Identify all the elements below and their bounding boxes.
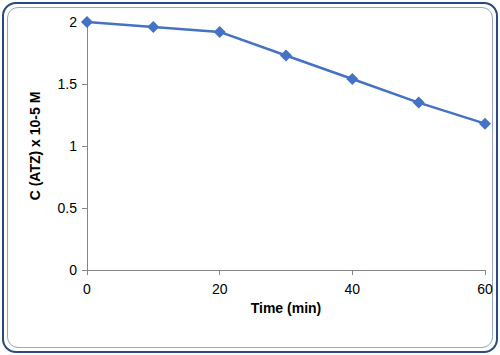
svg-text:40: 40 (345, 281, 361, 297)
svg-text:Time (min): Time (min) (251, 300, 322, 316)
svg-text:60: 60 (477, 281, 493, 297)
svg-text:0: 0 (83, 281, 91, 297)
svg-text:20: 20 (212, 281, 228, 297)
svg-text:0.5: 0.5 (58, 200, 78, 216)
svg-text:C (ATZ) x 10-5 M: C (ATZ) x 10-5 M (27, 92, 43, 201)
svg-text:1: 1 (69, 138, 77, 154)
svg-text:2: 2 (69, 14, 77, 30)
svg-text:1.5: 1.5 (58, 76, 78, 92)
svg-text:0: 0 (69, 262, 77, 278)
